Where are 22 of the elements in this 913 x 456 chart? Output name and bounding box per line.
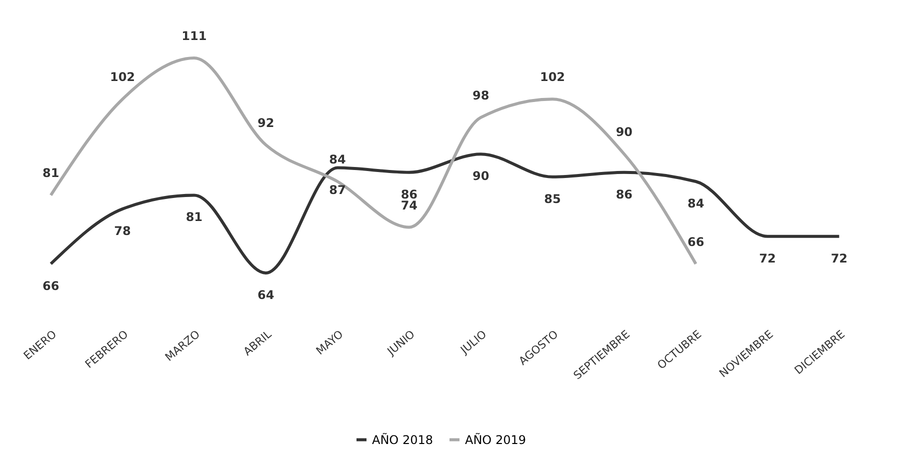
data-label: 90: [472, 169, 490, 184]
data-label: 66: [42, 278, 60, 293]
data-label: 78: [114, 224, 131, 238]
data-label: 87: [329, 182, 346, 197]
data-label: 92: [257, 116, 274, 130]
data-label: 98: [472, 88, 490, 102]
data-label: 90: [616, 125, 633, 140]
data-label: 84: [687, 196, 704, 211]
data-label: 64: [257, 288, 274, 302]
legend-label: AÑO 2018: [372, 432, 433, 447]
data-label: 111: [182, 29, 207, 43]
data-label: 84: [329, 152, 346, 167]
data-label: 102: [540, 70, 566, 84]
data-label: 72: [759, 251, 776, 266]
data-label: 85: [544, 192, 561, 206]
data-label: 102: [110, 70, 136, 84]
data-label: 72: [830, 251, 848, 266]
legend-label: AÑO 2019: [465, 432, 526, 447]
data-label: 86: [616, 187, 633, 202]
data-label: 81: [42, 166, 60, 180]
data-label: 81: [186, 210, 203, 224]
data-label: 66: [687, 234, 704, 249]
